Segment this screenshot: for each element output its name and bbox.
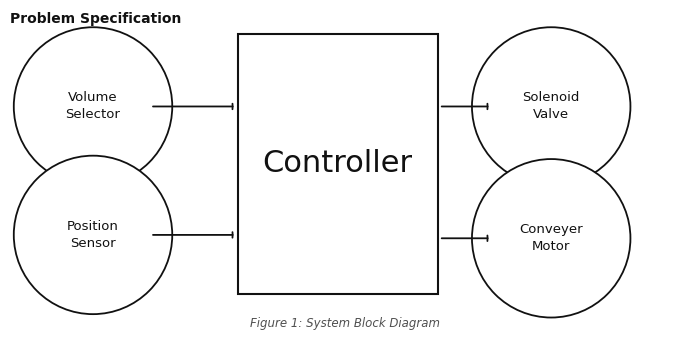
Text: Conveyer
Motor: Conveyer Motor — [520, 223, 583, 253]
Text: Problem Specification: Problem Specification — [10, 12, 182, 26]
Ellipse shape — [472, 27, 630, 186]
Text: Position
Sensor: Position Sensor — [67, 220, 119, 250]
Text: Solenoid
Valve: Solenoid Valve — [522, 92, 580, 121]
Text: Controller: Controller — [263, 149, 413, 178]
Ellipse shape — [14, 156, 172, 314]
Text: Figure 1: System Block Diagram: Figure 1: System Block Diagram — [249, 317, 440, 330]
Ellipse shape — [472, 159, 630, 317]
Ellipse shape — [14, 27, 172, 186]
Text: Volume
Selector: Volume Selector — [65, 92, 121, 121]
Bar — [238, 34, 438, 294]
